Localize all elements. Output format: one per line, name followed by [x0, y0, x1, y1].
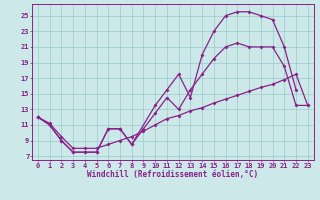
X-axis label: Windchill (Refroidissement éolien,°C): Windchill (Refroidissement éolien,°C) [87, 170, 258, 179]
